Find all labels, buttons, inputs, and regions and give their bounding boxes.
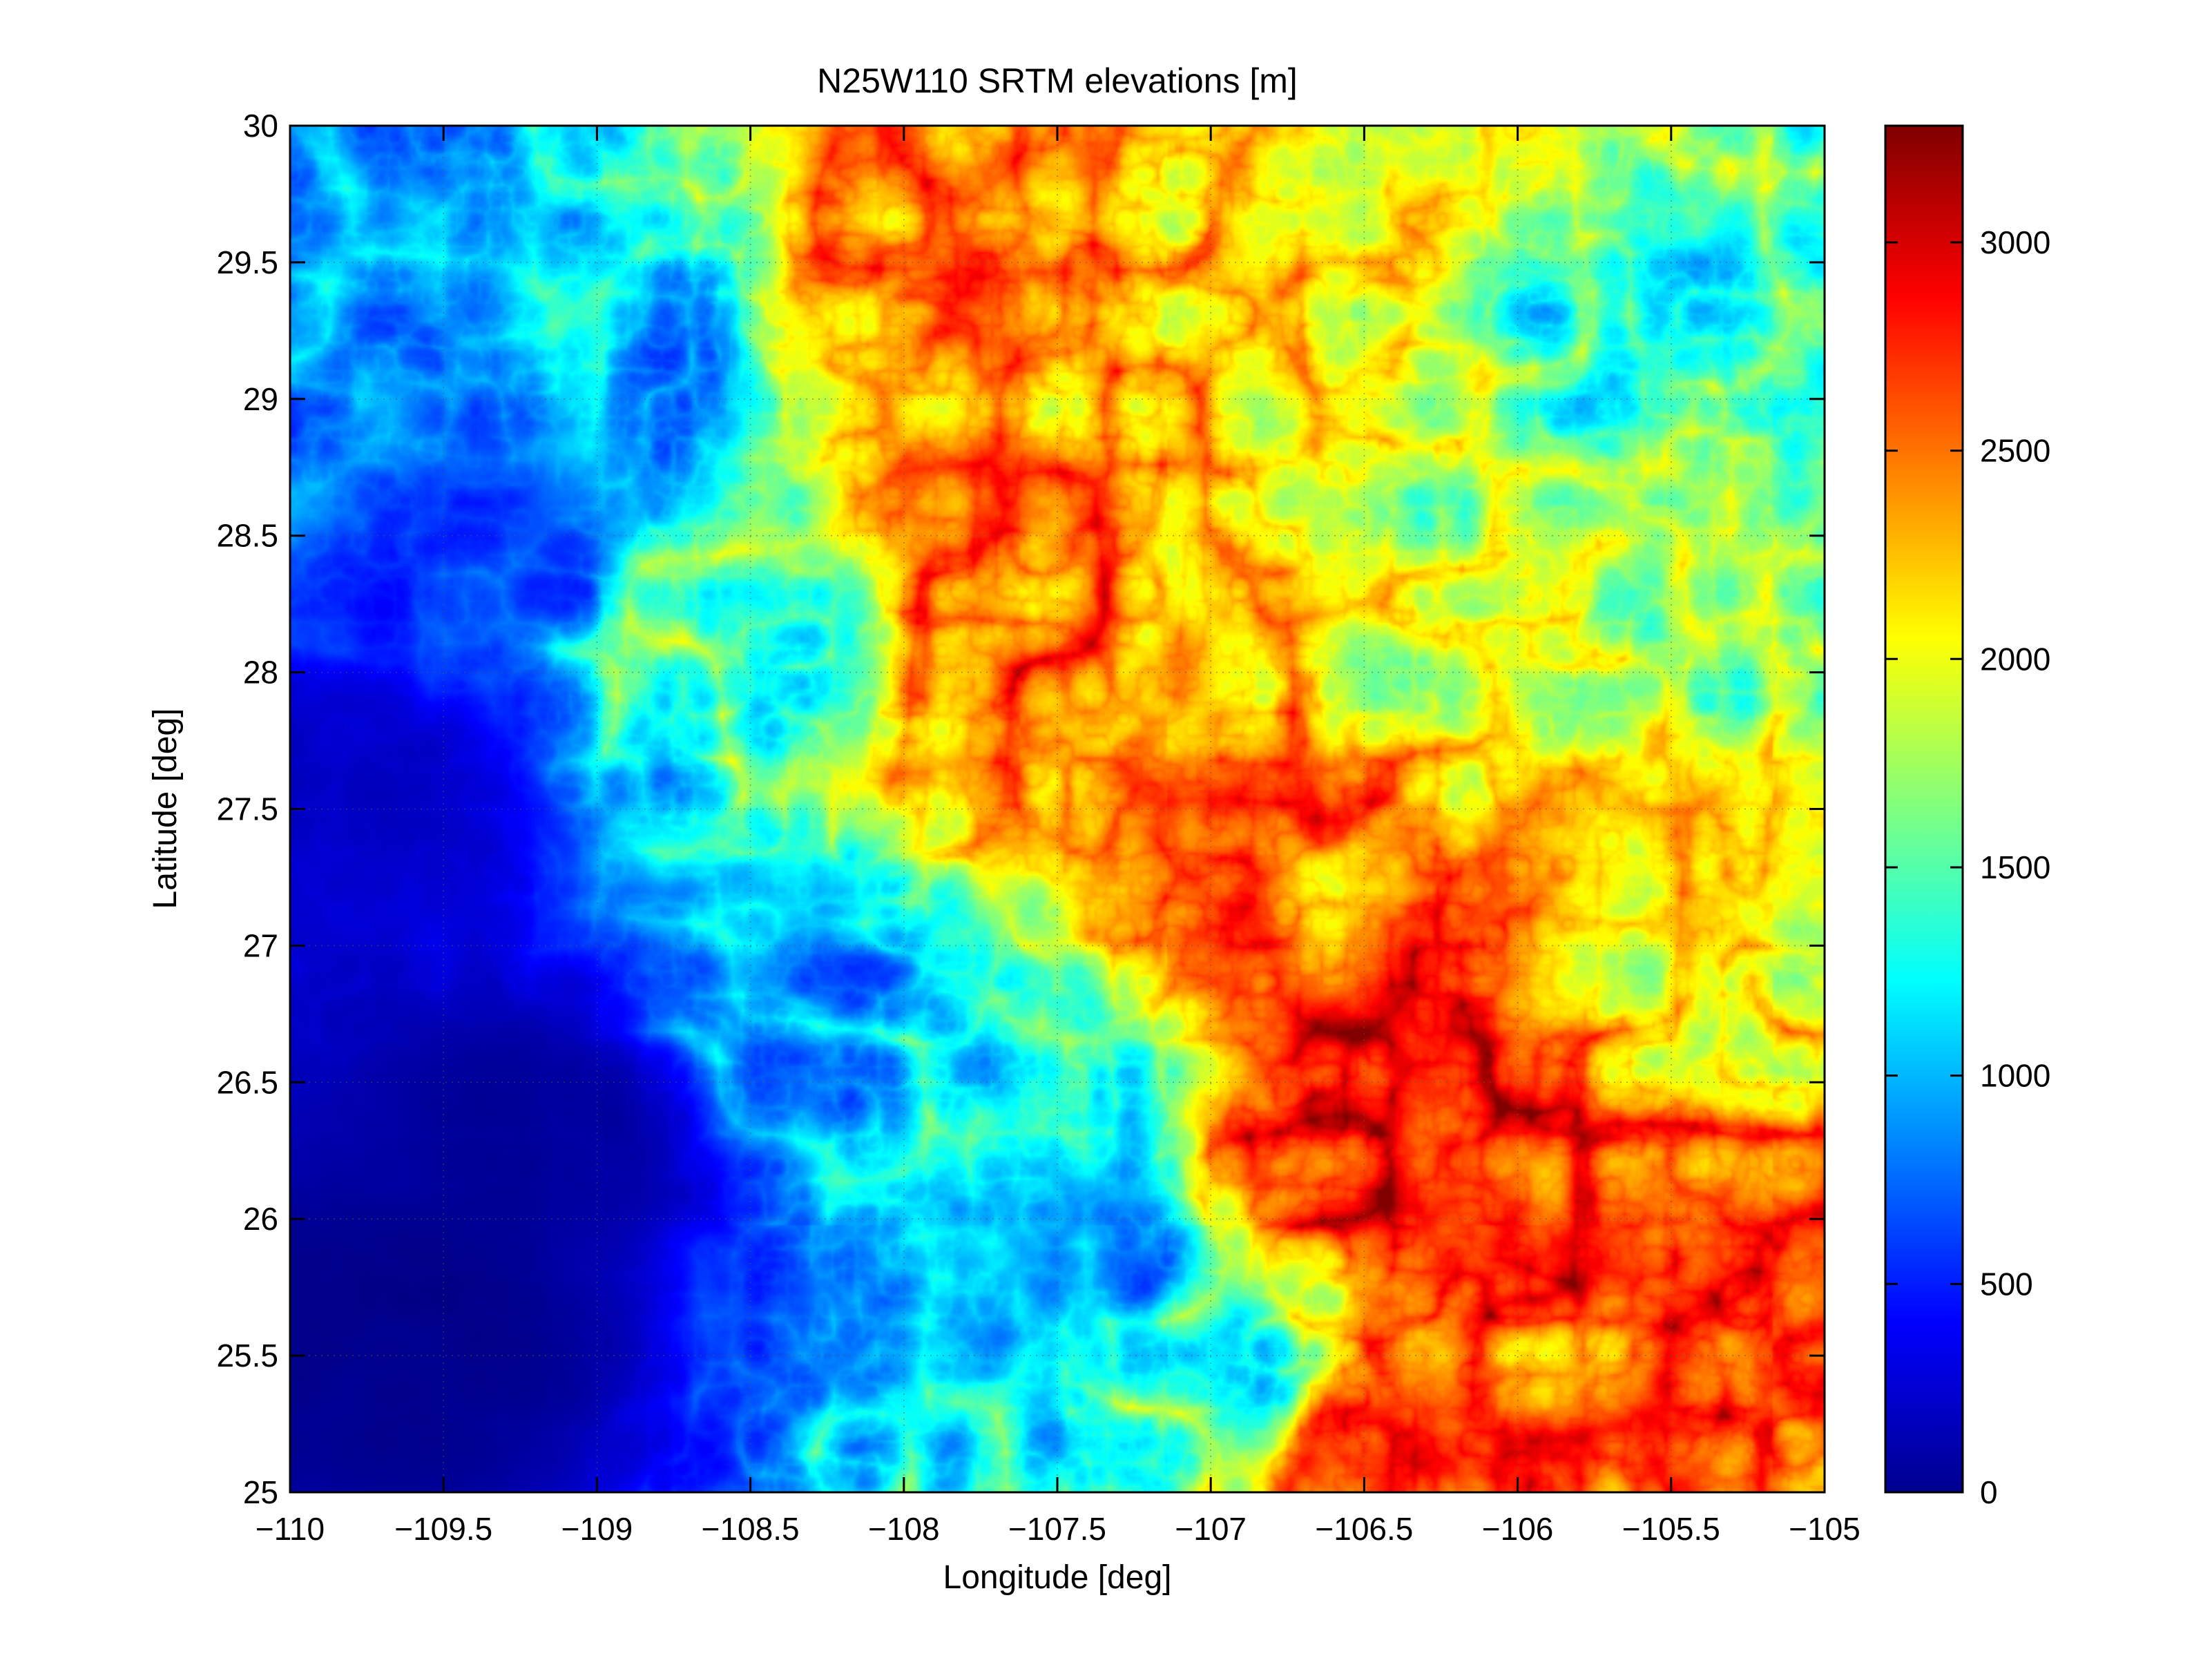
- chart-title: N25W110 SRTM elevations [m]: [817, 61, 1298, 100]
- x-axis-label: Longitude [deg]: [943, 1559, 1172, 1596]
- y-tick-label: 28.5: [216, 518, 278, 554]
- colorbar-tick-label: 2000: [1980, 641, 2050, 677]
- y-axis-ticks: 25 25.5 26 26.5 27 27.5 28 28.5 29 29.5 30: [216, 108, 1825, 1510]
- x-tick-label: −110: [256, 1511, 325, 1547]
- colorbar-tick-label: 0: [1980, 1474, 1998, 1510]
- x-tick-label: −105.5: [1622, 1511, 1720, 1547]
- colorbar-tick-label: 1500: [1980, 849, 2050, 885]
- x-tick-label: −109: [561, 1511, 633, 1547]
- colorbar: 0 500 1000 1500 2000 2500 3000: [1884, 124, 2050, 1510]
- colorbar-tick-label: 500: [1980, 1266, 2033, 1302]
- y-tick-label: 27: [243, 927, 278, 963]
- x-tick-label: −108.5: [702, 1511, 800, 1547]
- y-tick-label: 26.5: [216, 1064, 278, 1100]
- y-tick-label: 28: [243, 655, 278, 691]
- y-tick-label: 25: [243, 1474, 278, 1510]
- x-tick-label: −109.5: [394, 1511, 492, 1547]
- x-tick-label: −108: [868, 1511, 940, 1547]
- y-tick-label: 29.5: [216, 244, 278, 280]
- colorbar-tick-label: 1000: [1980, 1058, 2050, 1094]
- y-axis-label: Latitude [deg]: [147, 708, 184, 909]
- y-tick-label: 27.5: [216, 791, 278, 827]
- y-tick-label: 26: [243, 1201, 278, 1237]
- colorbar-gradient: [1884, 124, 1964, 1494]
- colorbar-tick-label: 2500: [1980, 433, 2050, 469]
- x-tick-label: −106.5: [1315, 1511, 1413, 1547]
- y-tick-label: 25.5: [216, 1338, 278, 1373]
- y-tick-label: 29: [243, 381, 278, 417]
- x-tick-label: −105: [1789, 1511, 1860, 1547]
- x-tick-label: −107: [1175, 1511, 1247, 1547]
- plot-area: −110 −109.5 −109 −108.5 −108 −107.5 −107 −106.5…: [216, 108, 1860, 1547]
- x-tick-label: −107.5: [1008, 1511, 1106, 1547]
- x-tick-label: −106: [1482, 1511, 1554, 1547]
- grid-lines: [290, 126, 1825, 1492]
- y-tick-label: 30: [243, 108, 278, 144]
- colorbar-ticks: 0 500 1000 1500 2000 2500 3000: [1885, 224, 2050, 1510]
- x-axis-ticks: −110 −109.5 −109 −108.5 −108 −107.5 −107 −106.5…: [256, 126, 1860, 1547]
- colorbar-tick-label: 3000: [1980, 224, 2050, 260]
